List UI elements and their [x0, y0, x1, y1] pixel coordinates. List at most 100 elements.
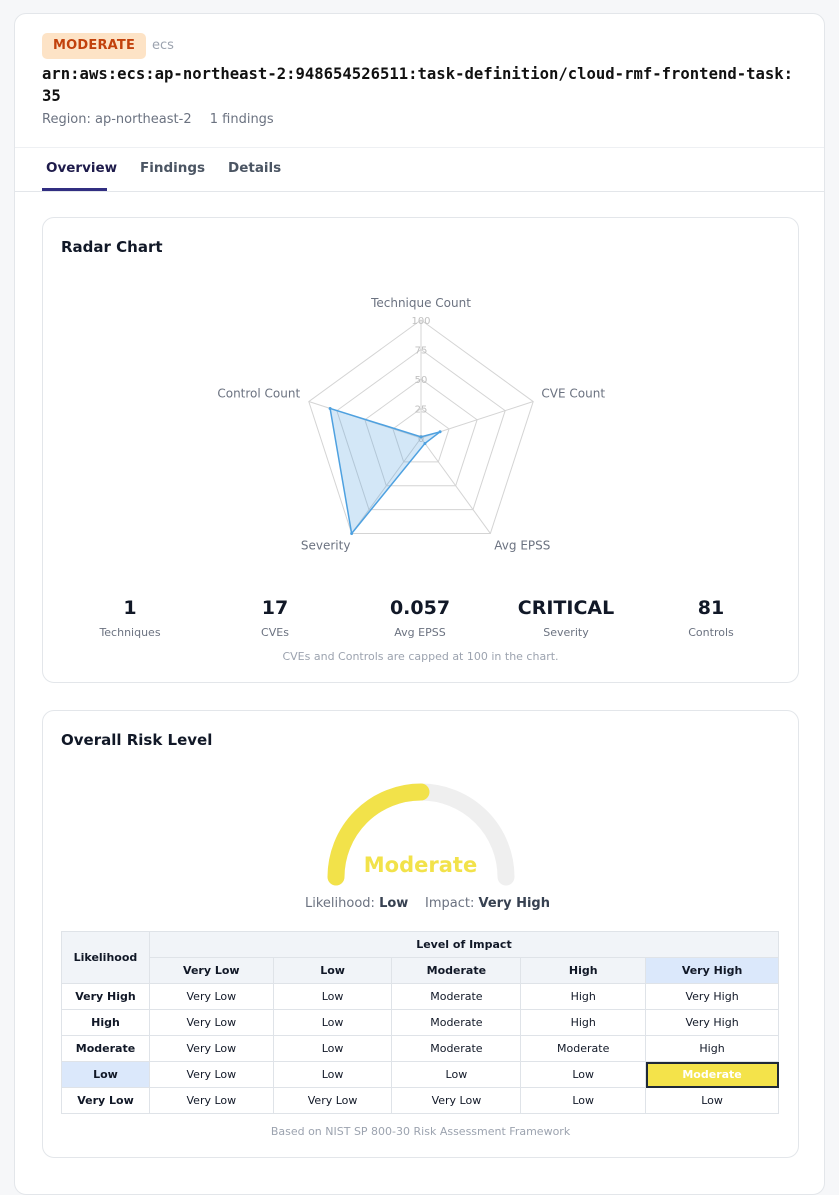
metric-label: Avg EPSS: [394, 626, 446, 639]
radar-tick-label: 50: [415, 375, 428, 386]
risk-matrix: Likelihood Level of Impact Very Low Low …: [61, 931, 780, 1114]
likelihood-row-header: High: [61, 1009, 150, 1036]
radar-tick-label: 75: [415, 346, 428, 357]
radar-axis-label: Control Count: [217, 387, 300, 401]
matrix-cell: High: [520, 1009, 647, 1036]
metric-label: Severity: [543, 626, 589, 639]
metric-cves: 17 CVEs: [205, 597, 345, 639]
chart-cap-note: CVEs and Controls are capped at 100 in t…: [282, 650, 559, 663]
detail-panel: MODERATE ecs arn:aws:ecs:ap-northeast-2:…: [14, 13, 825, 1195]
matrix-group-header: Level of Impact: [148, 931, 780, 958]
matrix-row: High Very Low Low Moderate High Very Hig…: [61, 1009, 779, 1036]
metric-severity: CRITICAL Severity: [496, 597, 636, 639]
radar-point: [423, 441, 427, 445]
radar-grid-ring: [364, 378, 478, 487]
tab-findings[interactable]: Findings: [140, 160, 206, 176]
radar-grid-ring: [308, 319, 534, 534]
matrix-cell: Low: [272, 1061, 393, 1088]
radar-axis-label: Technique Count: [370, 296, 471, 310]
metric-value: 17: [261, 597, 289, 619]
matrix-cell: High: [520, 983, 647, 1010]
metric-label: Controls: [688, 626, 734, 639]
impact-value: Very High: [478, 896, 550, 911]
matrix-corner: Likelihood: [61, 931, 150, 984]
metric-value: 0.057: [389, 597, 451, 619]
likelihood-row-header: Very Low: [61, 1087, 150, 1114]
radar-spoke: [420, 437, 491, 534]
matrix-cell: Very Low: [272, 1087, 393, 1114]
metric-controls: 81 Controls: [641, 597, 781, 639]
likelihood-value: Low: [379, 896, 409, 911]
radar-title: Radar Chart: [61, 238, 163, 256]
impact-col-header: Moderate: [391, 957, 522, 984]
resource-header: MODERATE ecs arn:aws:ecs:ap-northeast-2:…: [15, 14, 824, 146]
radar-card: Radar Chart 0 25 50 75 100 Technique Count CVE…: [42, 217, 799, 683]
risk-card: Overall Risk Level Moderate Likelihood: …: [42, 710, 799, 1158]
findings-count: 1 findings: [209, 112, 274, 127]
radar-chart: 0 25 50 75 100 Technique Count CVE Count Avg EP…: [217, 296, 605, 552]
radar-axis-label: Avg EPSS: [494, 538, 550, 552]
matrix-cell: High: [645, 1035, 779, 1062]
radar-tick-label: 100: [411, 316, 430, 327]
metric-label: Techniques: [99, 626, 161, 639]
tab-overview[interactable]: Overview: [46, 160, 118, 176]
metric-techniques: 1 Techniques: [60, 597, 200, 639]
matrix-cell: Very Low: [148, 1009, 274, 1036]
risk-footnote: Based on NIST SP 800-30 Risk Assessment …: [270, 1125, 571, 1138]
radar-point: [419, 435, 423, 439]
radar-axis-label: Severity: [301, 538, 351, 552]
matrix-cell: Very High: [645, 983, 779, 1010]
matrix-cell: Low: [520, 1087, 647, 1114]
metric-label: CVEs: [261, 626, 289, 639]
tab-details[interactable]: Details: [228, 160, 282, 176]
impact-col-header-selected: Very High: [645, 957, 779, 984]
matrix-cell: Low: [645, 1087, 779, 1114]
matrix-cell: Very Low: [148, 983, 274, 1010]
matrix-cell: Low: [272, 1035, 393, 1062]
radar-point: [350, 531, 354, 535]
radar-tick-label: 25: [415, 405, 428, 416]
impact-summary: Impact: Very High: [425, 896, 550, 911]
matrix-cell: Low: [272, 983, 393, 1010]
matrix-cell: Very Low: [148, 1035, 274, 1062]
metric-avg-epss: 0.057 Avg EPSS: [350, 597, 490, 639]
matrix-cell: Moderate: [520, 1035, 647, 1062]
risk-title: Overall Risk Level: [61, 731, 213, 749]
impact-col-header: Very Low: [148, 957, 274, 984]
likelihood-row-header: Very High: [61, 983, 150, 1010]
gauge-fill: [327, 783, 430, 886]
radar-tick-label: 0: [418, 434, 424, 445]
matrix-cell-selected: Moderate: [645, 1061, 779, 1088]
matrix-row: Moderate Very Low Low Moderate Moderate …: [61, 1035, 779, 1062]
matrix-cell: Low: [272, 1009, 393, 1036]
matrix-cell: Very High: [645, 1009, 779, 1036]
likelihood-summary: Likelihood: Low: [305, 896, 408, 911]
matrix-cell: Moderate: [391, 1009, 522, 1036]
metric-value: 81: [697, 597, 725, 619]
tab-bar: Overview Findings Details: [15, 147, 824, 192]
impact-key: Impact:: [425, 896, 475, 911]
likelihood-row-header: Moderate: [61, 1035, 150, 1062]
matrix-cell: Very Low: [148, 1061, 274, 1088]
matrix-cell: Moderate: [391, 983, 522, 1010]
radar-series-area: [329, 407, 441, 536]
resource-arn: arn:aws:ecs:ap-northeast-2:948654526511:…: [42, 65, 794, 105]
region-label: Region: ap-northeast-2: [42, 112, 192, 127]
matrix-cell: Low: [520, 1061, 647, 1088]
metric-value: CRITICAL: [517, 597, 615, 619]
likelihood-row-header-selected: Low: [61, 1061, 150, 1088]
metric-value: 1: [123, 597, 137, 619]
risk-gauge: [327, 783, 515, 886]
matrix-row: Very High Very Low Low Moderate High Ver…: [61, 983, 779, 1010]
radar-point: [438, 430, 442, 434]
matrix-cell: Very Low: [148, 1087, 274, 1114]
active-tab-indicator: [42, 188, 107, 191]
resource-meta: Region: ap-northeast-2 1 findings: [42, 112, 288, 127]
matrix-cell: Moderate: [391, 1035, 522, 1062]
radar-point: [328, 406, 332, 410]
matrix-row: Low Very Low Low Low Low Moderate: [61, 1061, 779, 1088]
radar-axis-label: CVE Count: [541, 387, 605, 401]
service-label: ecs: [152, 38, 174, 53]
impact-col-header: High: [520, 957, 647, 984]
matrix-cell: Very Low: [391, 1087, 522, 1114]
